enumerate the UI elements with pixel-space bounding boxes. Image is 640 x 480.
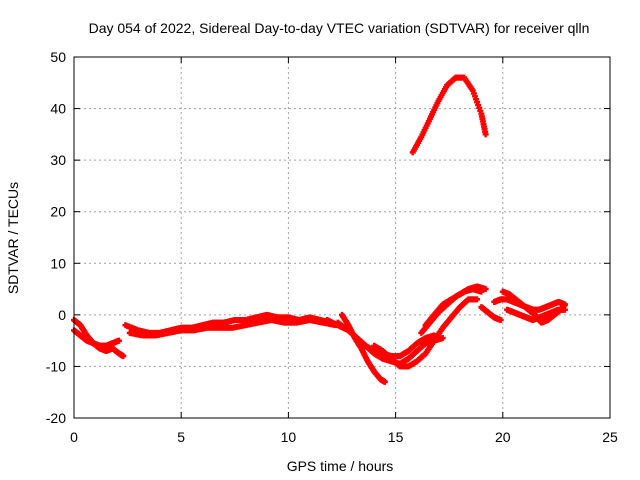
x-tick-label: 0 [70,429,78,445]
x-tick-label: 10 [281,429,297,445]
y-tick-label: -10 [46,358,66,374]
data-point [561,306,568,313]
y-axis-label: SDTVAR / TECUs [5,182,21,294]
y-tick-label: -20 [46,410,66,426]
y-tick-label: 0 [58,307,66,323]
x-axis-label: GPS time / hours [287,458,394,474]
data-series-track-d [126,317,339,339]
data-point [120,353,127,360]
grid-lines [74,57,610,418]
data-series-track-b [71,327,123,349]
x-tick-label: 20 [495,429,511,445]
y-tick-label: 50 [50,49,66,65]
data-series-track-l [478,304,504,324]
data-point [116,337,123,344]
y-tick-label: 10 [50,255,66,271]
chart-title: Day 054 of 2022, Sidereal Day-to-day VTE… [89,20,590,36]
data-point [561,301,568,308]
data-series-track-o [504,306,568,324]
y-tick-label: 30 [50,152,66,168]
data-series-track-n [491,296,568,313]
data-series-track-i [418,286,485,336]
data-series-track-h [371,296,481,370]
x-tick-label: 25 [602,429,618,445]
x-tick-label: 15 [388,429,404,445]
x-tick-label: 5 [177,429,185,445]
y-tick-label: 20 [50,204,66,220]
data-point [482,286,489,293]
data-point [474,296,481,303]
plot-frame [73,56,611,419]
data-point [439,335,446,342]
data-point [497,317,504,324]
data-point [482,131,489,138]
data-point [381,378,388,385]
data-series-track-j [422,283,489,329]
axis-ticks: 0 5 10 15 20 25 -20 -10 0 10 20 30 40 50 [46,49,618,445]
data-series-track-k [409,74,489,156]
data-points [71,74,568,385]
y-tick-label: 40 [50,101,66,117]
